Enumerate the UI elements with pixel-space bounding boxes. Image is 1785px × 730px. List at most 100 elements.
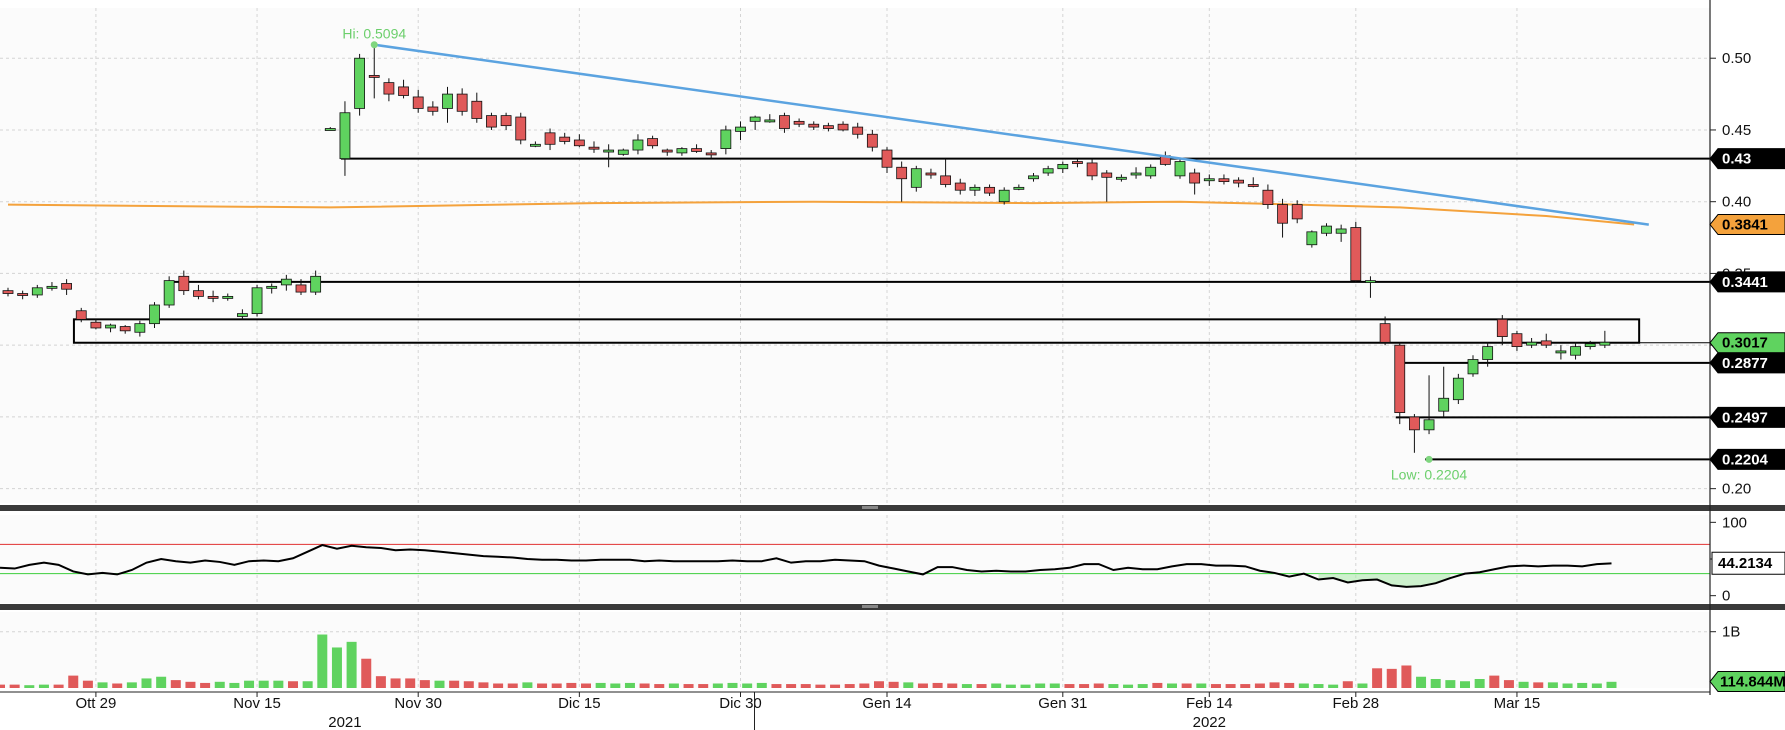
volume-bar <box>126 682 137 688</box>
candle-body <box>515 116 527 141</box>
candle-body <box>1350 227 1362 282</box>
price-tag-label: 0.43 <box>1722 151 1751 168</box>
candle-body <box>984 186 995 194</box>
price-tag <box>1709 352 1785 374</box>
volume-bar <box>654 684 665 688</box>
candle-body <box>456 93 468 112</box>
price-tag <box>1709 448 1785 470</box>
volume-bar <box>463 681 474 688</box>
candle-body <box>1101 172 1113 178</box>
rsi-line <box>0 544 1612 588</box>
candle-body <box>647 138 658 147</box>
range-box <box>72 318 1641 344</box>
candle-body <box>1116 176 1127 180</box>
candle-body <box>954 182 966 191</box>
candle-body <box>17 293 29 296</box>
volume-bar <box>1254 683 1265 688</box>
volume-bar <box>419 680 430 688</box>
candle-body <box>632 139 644 151</box>
volume-bar <box>1079 684 1090 688</box>
candle-body <box>1013 186 1025 190</box>
rsi-y-tick-label: 100 <box>1722 514 1747 531</box>
price-tag-label: 0.3017 <box>1722 335 1768 352</box>
volume-bar <box>712 683 723 688</box>
x-tick-label: Dic 30 <box>719 695 762 712</box>
candle-body <box>310 275 322 293</box>
volume-bar <box>903 682 914 688</box>
candle-body <box>1526 341 1537 346</box>
candle-body <box>735 126 746 132</box>
volume-bar <box>185 681 196 688</box>
volume-bar <box>1547 682 1558 688</box>
volume-bar <box>1342 681 1353 688</box>
volume-bar <box>229 682 240 688</box>
rsi-value-label: 44.2134 <box>1718 555 1773 572</box>
candle-body <box>1233 179 1244 184</box>
candle-body <box>266 285 278 289</box>
candle-body <box>1057 163 1069 170</box>
volume-bar <box>771 684 782 688</box>
volume-bar <box>1123 684 1134 688</box>
candle-body <box>149 304 160 325</box>
volume-bar <box>742 683 753 688</box>
year-label: 2021 <box>328 714 361 730</box>
price-tag-label: 0.3841 <box>1722 217 1768 234</box>
candle-body <box>661 149 673 153</box>
candle-body <box>1072 161 1083 164</box>
price-tag-label: 0.2497 <box>1722 409 1768 426</box>
x-tick-label: Ott 29 <box>75 695 116 712</box>
candle-body <box>837 123 849 131</box>
volume-bar <box>1591 683 1602 688</box>
volume-bar <box>932 682 943 688</box>
candle-body <box>1394 344 1406 414</box>
volume-bar <box>0 684 5 688</box>
price-tags: 0.43 0.3841 0.3441 0.3017 0.2877 0.2497 0.2204… <box>1709 148 1785 693</box>
candle-body <box>866 133 878 148</box>
volume-bar <box>537 683 548 688</box>
volume-bar <box>595 682 606 688</box>
price-y-tick-label: 0.20 <box>1722 481 1751 498</box>
candle-body <box>222 295 234 299</box>
candle-body <box>1409 416 1420 431</box>
candle-body <box>559 136 571 142</box>
volume-bar <box>1416 676 1427 688</box>
volume-bar <box>82 680 93 688</box>
candle-body <box>280 278 292 286</box>
price-y-tick-label: 0.45 <box>1722 122 1751 139</box>
volume-bar <box>888 681 899 688</box>
volume-y-tick-label: 1B <box>1722 624 1740 641</box>
volume-bar <box>478 682 489 688</box>
volume-bar <box>1284 682 1295 688</box>
candle-body <box>1145 166 1157 177</box>
panel-separator <box>0 604 1785 610</box>
volume-bar <box>346 641 357 688</box>
candle-body <box>1511 333 1523 348</box>
volume-bar <box>1606 681 1617 688</box>
candle-body <box>676 148 688 154</box>
candle-body <box>134 323 146 333</box>
candle-body <box>1174 161 1186 177</box>
candle-body <box>1086 162 1098 177</box>
volume-bar <box>156 676 167 688</box>
volume-bar <box>859 683 870 688</box>
x-tick-label: Dic 15 <box>558 695 601 712</box>
volume-bar <box>112 683 123 688</box>
rsi-panel-bg <box>0 515 1710 603</box>
volume-bar <box>1093 683 1104 688</box>
volume-panel-bg <box>0 612 1710 688</box>
volume-bar <box>1313 684 1324 688</box>
price-y-tick-label: 0.50 <box>1722 50 1751 67</box>
volume-bar <box>830 684 841 688</box>
candle-body <box>1584 343 1596 348</box>
volume-bar <box>786 684 797 688</box>
candle-body <box>1306 231 1318 246</box>
volume-bar <box>375 676 386 688</box>
volume-bar <box>1357 683 1368 688</box>
candle-body <box>1482 346 1494 360</box>
candle-body <box>295 284 307 293</box>
candle-body <box>1570 346 1581 356</box>
candle-body <box>1042 168 1054 174</box>
candle-body <box>764 119 776 123</box>
volume-bar <box>9 684 20 688</box>
